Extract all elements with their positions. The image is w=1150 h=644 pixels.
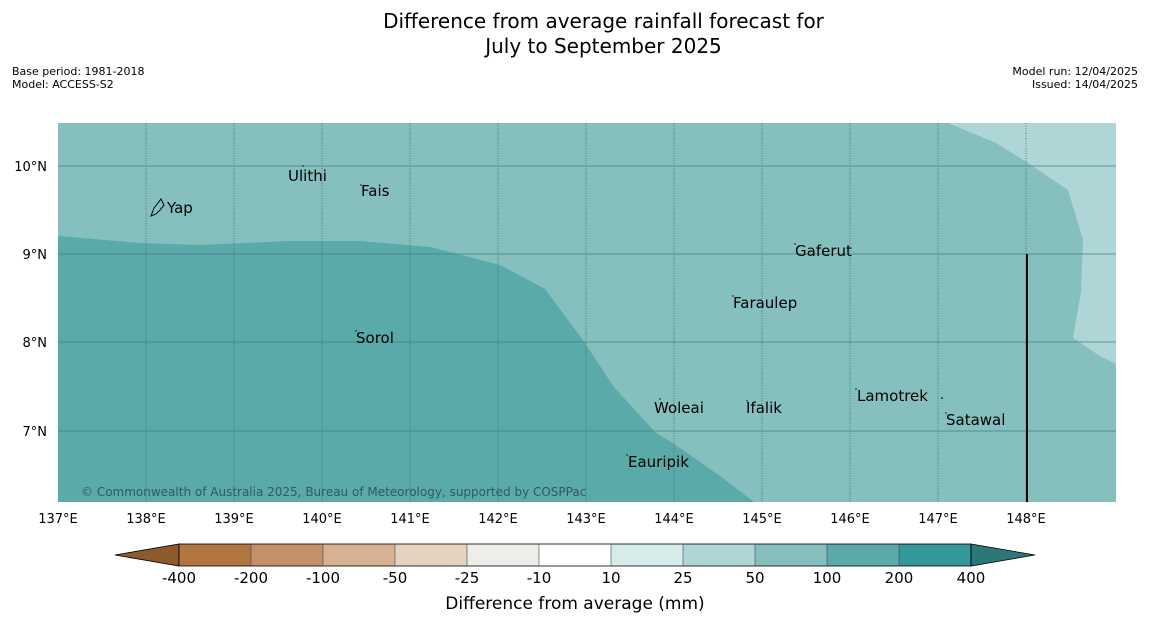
meta-right: Model run: 12/04/2025 Issued: 14/04/2025 [1012,65,1138,91]
place-label-sorol: Sorol [356,329,394,347]
colorbar-tick-50: 50 [745,569,764,587]
meta-left: Base period: 1981-2018 Model: ACCESS-S2 [12,65,144,91]
colorbar-low-extend [114,543,180,567]
colorbar-bin-5 [467,544,539,566]
colorbar-bin-10 [827,544,899,566]
colorbar-tick-neg100: -100 [306,569,340,587]
lon-label-141e: 141°E [390,512,430,527]
lat-label-9n: 9°N [23,248,48,263]
lon-label-146e: 146°E [830,512,870,527]
issued-date: Issued: 14/04/2025 [1031,78,1138,91]
lon-label-144e: 144°E [654,512,694,527]
place-label-lamotrek: Lamotrek [857,387,928,405]
place-label-ulithi: Ulithi [288,167,327,185]
colorbar-tick-200: 200 [885,569,914,587]
base-period: Base period: 1981-2018 [12,65,145,78]
colorbar-bin-1 [179,544,251,566]
place-label-fais: Fais [361,182,390,200]
lat-label-8n: 8°N [23,336,48,351]
place-label-satawal: Satawal [946,411,1005,429]
title-line-1: Difference from average rainfall forecas… [383,9,824,33]
lon-label-140e: 140°E [302,512,342,527]
rainfall-region-dark [58,236,754,502]
lon-label-145e: 145°E [742,512,782,527]
colorbar-tick-neg200: -200 [234,569,268,587]
colorbar-tick-neg10: -10 [527,569,552,587]
lon-label-148e: 148°E [1006,512,1046,527]
place-label-yap: Yap [166,199,193,217]
colorbar-tick-25: 25 [673,569,692,587]
colorbar-bin-9 [755,544,827,566]
colorbar-tick-100: 100 [813,569,842,587]
place-label-woleai: Woleai [654,399,704,417]
colorbar-tick-neg400: -400 [162,569,196,587]
lon-label-139e: 139°E [214,512,254,527]
colorbar-tick-10: 10 [601,569,620,587]
colorbar-high-extend [970,543,1036,567]
lon-label-137e: 137°E [38,512,78,527]
colorbar-bin-11 [899,544,971,566]
lon-label-142e: 142°E [478,512,518,527]
island-dots [302,165,947,456]
lon-label-138e: 138°E [126,512,166,527]
place-label-ifalik: Ifalik [746,399,782,417]
place-label-faraulep: Faraulep [733,294,797,312]
model-run: Model run: 12/04/2025 [1012,65,1138,78]
colorbar-bin-3 [323,544,395,566]
colorbar-tick-neg25: -25 [455,569,480,587]
colorbar-tick-neg50: -50 [383,569,408,587]
colorbar-bin-8 [683,544,755,566]
colorbar-bin-4 [395,544,467,566]
colorbar-bin-7 [611,544,683,566]
lat-label-10n: 10°N [14,160,47,175]
colorbar [114,543,1036,567]
chart-title: Difference from average rainfall forecas… [0,9,1150,59]
lon-label-147e: 147°E [918,512,958,527]
colorbar-tick-400: 400 [957,569,986,587]
place-label-eauripik: Eauripik [628,453,689,471]
colorbar-bin-6 [539,544,611,566]
lat-label-7n: 7°N [23,425,48,440]
colorbar-label: Difference from average (mm) [445,594,704,614]
latitude-lines [58,165,1116,432]
copyright-notice: © Commonwealth of Australia 2025, Bureau… [81,485,586,499]
lon-label-143e: 143°E [566,512,606,527]
yap-island-shape [150,198,165,217]
model-name: Model: ACCESS-S2 [12,78,114,91]
place-label-gaferut: Gaferut [795,242,852,260]
title-line-2: July to September 2025 [485,34,722,58]
colorbar-bin-2 [251,544,323,566]
rainfall-region-light [948,123,1116,364]
